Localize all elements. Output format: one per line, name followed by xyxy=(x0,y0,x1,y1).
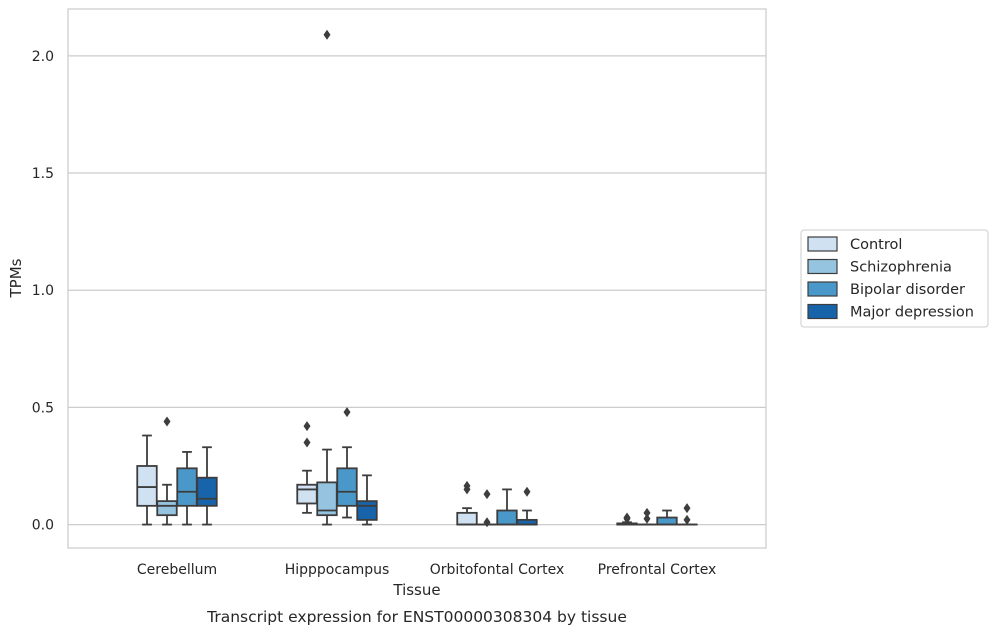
outlier-point xyxy=(483,489,491,500)
legend-swatch xyxy=(807,258,838,275)
legend-label: Control xyxy=(850,237,902,253)
iqr-box xyxy=(176,467,198,507)
x-axis-label: Tissue xyxy=(392,581,440,599)
category-group xyxy=(456,480,538,528)
legend-item: Control xyxy=(807,236,902,253)
legend-label: Major depression xyxy=(850,305,974,321)
iqr-box xyxy=(656,516,678,526)
category-group xyxy=(616,503,698,526)
iqr-box xyxy=(336,467,358,507)
y-tick-label: 2.0 xyxy=(32,49,54,65)
legend-label: Bipolar disorder xyxy=(850,282,965,298)
x-tick-label: Hipppocampus xyxy=(285,562,390,578)
x-tick-labels: Cerebellum Hipppocampus Orbitofontal Corte… xyxy=(137,562,716,578)
box-control xyxy=(456,480,478,526)
box-bipolar-disorder xyxy=(656,509,678,526)
iqr-box xyxy=(456,511,478,526)
legend-item: Bipolar disorder xyxy=(807,281,965,298)
y-tick-label: 1.5 xyxy=(32,166,54,182)
outlier-point xyxy=(643,507,651,518)
iqr-box xyxy=(196,476,218,507)
outlier-point xyxy=(683,503,691,514)
x-tick-label: Orbitofontal Cortex xyxy=(430,562,565,578)
box-schizophrenia xyxy=(316,29,338,526)
legend-frame xyxy=(800,229,989,328)
outlier-point xyxy=(623,512,631,523)
outlier-point xyxy=(483,517,491,528)
legend-label: Schizophrenia xyxy=(850,260,952,276)
box-major-depression xyxy=(356,474,378,526)
y-tick-label: 0.5 xyxy=(32,400,54,416)
category-group xyxy=(296,29,378,526)
outlier-point xyxy=(463,480,471,491)
iqr-box xyxy=(356,500,378,521)
chart-caption: Transcript expression for ENST0000030830… xyxy=(206,608,627,626)
box-schizophrenia xyxy=(476,489,498,528)
box-major-depression xyxy=(676,503,698,526)
iqr-box xyxy=(156,500,178,517)
iqr-box xyxy=(136,465,158,507)
box-schizophrenia xyxy=(156,416,178,526)
outlier-point xyxy=(323,29,331,40)
outlier-point xyxy=(523,486,531,497)
iqr-box xyxy=(496,509,518,526)
box-bipolar-disorder xyxy=(176,451,198,526)
legend: Control Schizophrenia Bipolar disorder Majo… xyxy=(800,229,989,328)
legend-swatch xyxy=(807,303,838,320)
box-major-depression xyxy=(196,446,218,526)
box-groups xyxy=(136,29,698,528)
outlier-point xyxy=(303,421,311,432)
box-bipolar-disorder xyxy=(496,488,518,526)
box-control xyxy=(296,421,318,514)
outlier-point xyxy=(683,514,691,525)
box-schizophrenia xyxy=(636,507,658,526)
y-tick-labels: 0.0 0.5 1.0 1.5 2.0 xyxy=(32,49,54,534)
box-major-depression xyxy=(516,486,538,526)
box-control xyxy=(136,434,158,526)
outlier-point xyxy=(343,407,351,418)
y-axis-label: TPMs xyxy=(7,258,25,298)
category-group xyxy=(136,416,218,526)
outlier-point xyxy=(163,416,171,427)
y-tick-label: 1.0 xyxy=(32,283,54,299)
y-tick-label: 0.0 xyxy=(32,518,54,534)
legend-item: Schizophrenia xyxy=(807,258,952,276)
outlier-point xyxy=(643,513,651,524)
x-tick-label: Cerebellum xyxy=(137,562,217,578)
x-tick-label: Prefrontal Cortex xyxy=(598,562,717,578)
box-bipolar-disorder xyxy=(336,407,358,519)
legend-swatch xyxy=(807,281,838,297)
iqr-box xyxy=(296,483,318,505)
outlier-point xyxy=(303,437,311,448)
plot-frame xyxy=(67,8,767,549)
gridlines xyxy=(68,55,766,526)
legend-item: Major depression xyxy=(807,303,974,321)
box-control xyxy=(616,512,638,526)
legend-swatch xyxy=(807,236,838,252)
